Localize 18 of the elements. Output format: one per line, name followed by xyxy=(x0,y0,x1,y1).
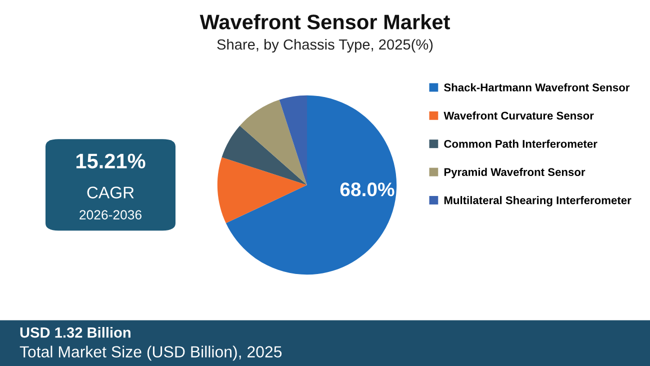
chart-title: Wavefront Sensor Market xyxy=(200,14,450,30)
text: 2026-2036 xyxy=(80,210,142,220)
pie-slice xyxy=(240,100,307,185)
pie-slice xyxy=(217,157,307,224)
legend-label: Wavefront Curvature Sensor xyxy=(444,111,594,120)
text: Total Market Size (USD Billion), 2025 xyxy=(20,346,282,361)
text: CAGR xyxy=(87,186,134,198)
pie-slice xyxy=(226,95,397,275)
legend-label: Shack-Hartmann Wavefront Sensor xyxy=(444,83,630,92)
legend-label: Common Path Interferometer xyxy=(444,140,598,148)
data-label: 68.0% xyxy=(340,182,394,196)
chart-subtitle: Share, by Chassis Type, 2025(%) xyxy=(217,38,433,53)
pie-slice xyxy=(222,126,307,185)
text: USD 1.32 Billion xyxy=(20,326,130,338)
legend-label: Multilateral Shearing Interferometer xyxy=(444,196,632,206)
legend-label: Pyramid Wavefront Sensor xyxy=(444,168,586,178)
text: 15.21% xyxy=(76,154,146,168)
pie-slice xyxy=(279,95,307,185)
